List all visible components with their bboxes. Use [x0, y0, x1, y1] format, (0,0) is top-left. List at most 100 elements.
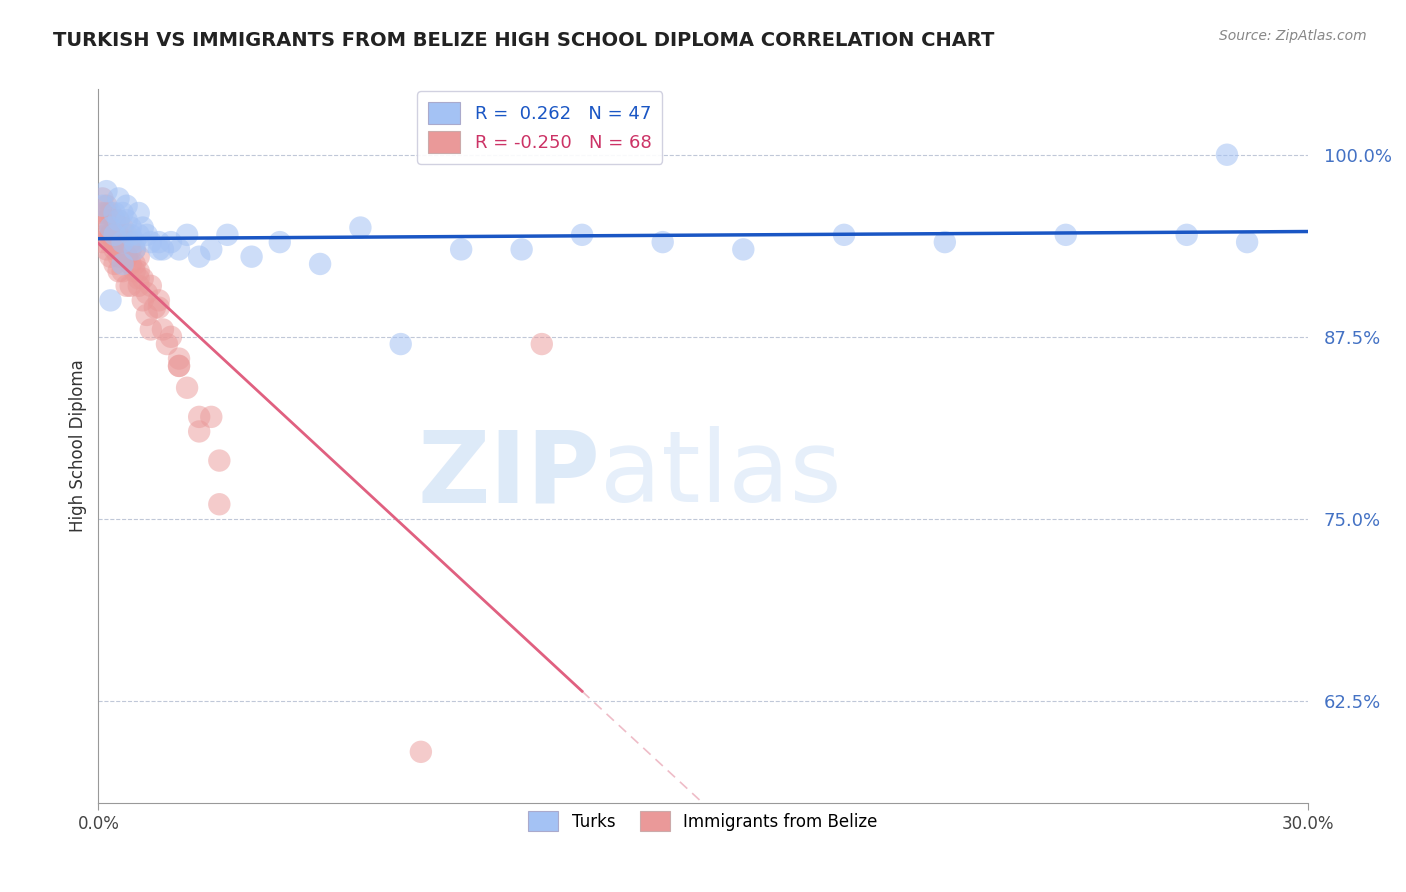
Point: [160, 235, 183, 249]
Text: TURKISH VS IMMIGRANTS FROM BELIZE HIGH SCHOOL DIPLOMA CORRELATION CHART: TURKISH VS IMMIGRANTS FROM BELIZE HIGH S…: [53, 31, 995, 50]
Point: [389, 337, 412, 351]
Point: [208, 497, 231, 511]
Point: [450, 243, 472, 257]
Point: [111, 257, 134, 271]
Point: [132, 271, 155, 285]
Point: [111, 243, 134, 257]
Point: [128, 264, 150, 278]
Point: [111, 235, 134, 249]
Point: [103, 206, 125, 220]
Point: [96, 243, 118, 257]
Point: [115, 227, 138, 242]
Point: [120, 227, 142, 242]
Point: [107, 191, 129, 205]
Point: [143, 301, 166, 315]
Point: [91, 220, 114, 235]
Point: [111, 264, 134, 278]
Point: [200, 243, 222, 257]
Point: [128, 206, 150, 220]
Point: [1236, 235, 1258, 249]
Point: [1216, 147, 1239, 161]
Point: [107, 213, 129, 227]
Point: [107, 213, 129, 227]
Point: [188, 425, 211, 439]
Point: [103, 235, 125, 249]
Point: [100, 206, 122, 220]
Point: [96, 206, 118, 220]
Point: [120, 257, 142, 271]
Point: [103, 227, 125, 242]
Point: [91, 235, 114, 249]
Point: [96, 227, 118, 242]
Point: [135, 227, 157, 242]
Point: [152, 243, 174, 257]
Point: [176, 381, 198, 395]
Point: [115, 250, 138, 264]
Point: [148, 243, 170, 257]
Point: [148, 301, 170, 315]
Point: [103, 243, 125, 257]
Point: [96, 213, 118, 227]
Point: [160, 330, 183, 344]
Point: [100, 250, 122, 264]
Point: [124, 243, 146, 257]
Point: [100, 235, 122, 249]
Point: [148, 235, 170, 249]
Point: [115, 213, 138, 227]
Point: [156, 337, 179, 351]
Point: [167, 243, 190, 257]
Point: [128, 227, 150, 242]
Y-axis label: High School Diploma: High School Diploma: [69, 359, 87, 533]
Point: [120, 235, 142, 249]
Point: [100, 227, 122, 242]
Point: [100, 220, 122, 235]
Point: [135, 308, 157, 322]
Point: [148, 293, 170, 308]
Point: [733, 243, 755, 257]
Point: [124, 264, 146, 278]
Point: [96, 184, 118, 198]
Point: [107, 227, 129, 242]
Point: [91, 191, 114, 205]
Point: [120, 220, 142, 235]
Text: Source: ZipAtlas.com: Source: ZipAtlas.com: [1219, 29, 1367, 43]
Point: [128, 271, 150, 285]
Point: [1054, 227, 1077, 242]
Point: [111, 220, 134, 235]
Point: [103, 213, 125, 227]
Point: [103, 257, 125, 271]
Point: [167, 351, 190, 366]
Point: [111, 235, 134, 249]
Point: [188, 409, 211, 424]
Point: [128, 250, 150, 264]
Point: [107, 264, 129, 278]
Point: [139, 235, 162, 249]
Point: [349, 220, 371, 235]
Point: [269, 235, 291, 249]
Point: [111, 235, 134, 249]
Point: [309, 257, 332, 271]
Legend: Turks, Immigrants from Belize: Turks, Immigrants from Belize: [522, 805, 884, 838]
Point: [91, 206, 114, 220]
Point: [100, 293, 122, 308]
Point: [128, 278, 150, 293]
Point: [107, 243, 129, 257]
Point: [510, 243, 533, 257]
Point: [167, 359, 190, 373]
Point: [132, 220, 155, 235]
Text: ZIP: ZIP: [418, 426, 600, 523]
Point: [124, 235, 146, 249]
Point: [832, 227, 855, 242]
Point: [200, 409, 222, 424]
Point: [91, 199, 114, 213]
Point: [103, 235, 125, 249]
Point: [240, 250, 263, 264]
Point: [217, 227, 239, 242]
Point: [139, 278, 162, 293]
Point: [124, 243, 146, 257]
Point: [120, 243, 142, 257]
Point: [139, 322, 162, 336]
Point: [176, 227, 198, 242]
Point: [934, 235, 956, 249]
Point: [135, 286, 157, 301]
